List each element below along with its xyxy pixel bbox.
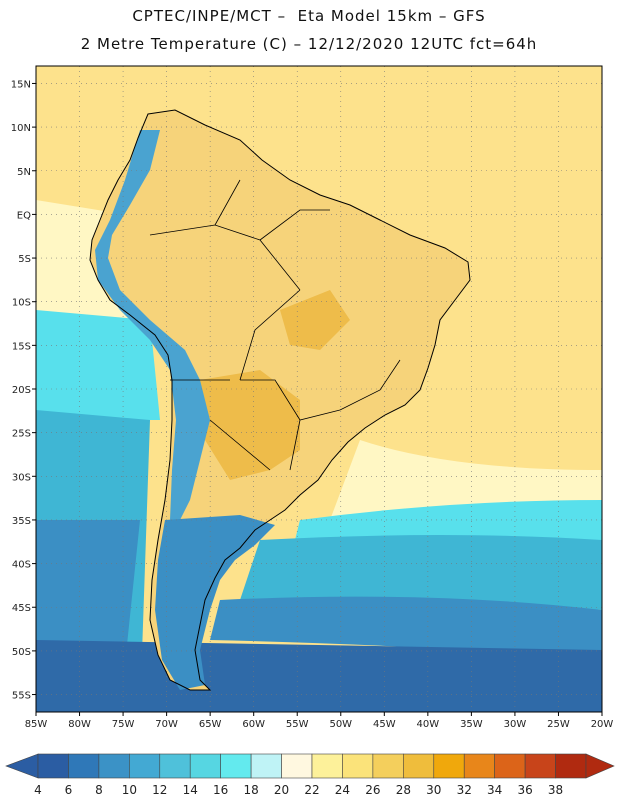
colorbar-label: 16 [213,783,228,797]
chart-title-line2: 2 Metre Temperature (C) – 12/12/2020 12U… [80,35,538,53]
country-borders [149,179,401,471]
lon-tick-label: 65W [199,719,222,730]
ocean-band-22c [36,200,602,520]
colorbar-label: 32 [457,783,472,797]
andes-cold-strip [95,130,210,520]
colorbar-swatch [37,753,69,779]
colorbar-label: 6 [65,783,73,797]
latitude-axis: 15N 10N 5N EQ 5S 10S 15S 20S 25S 30S 35S 40S 45S 50S 5… [11,79,36,702]
colorbar-swatch [68,753,100,779]
colorbar-swatch [189,753,221,779]
colorbar-swatch [342,753,374,779]
colorbar-label: 38 [548,783,563,797]
ocean-band-10c [36,520,602,712]
colorbar-label: 12 [152,783,167,797]
lat-tick-label: 35S [12,516,31,527]
lat-tick-label: 10S [12,298,31,309]
lon-tick-label: 85W [25,719,48,730]
lat-tick-label: 15S [12,341,31,352]
temperature-colorbar: 4 6 8 10 12 14 16 18 20 22 24 26 28 30 32 34 36 38 [5,753,615,797]
colorbar-swatch [250,753,282,779]
ocean-band-6c [36,640,602,712]
lon-tick-label: 70W [155,719,178,730]
colorbar-label: 14 [183,783,198,797]
ocean-band-14c [36,410,602,712]
lat-tick-label: 30S [12,472,31,483]
lat-tick-label: 50S [12,647,31,658]
lat-tick-label: 45S [12,603,31,614]
lon-tick-label: 50W [329,719,352,730]
lat-tick-label: 25S [12,429,31,440]
colorbar-swatch [98,753,130,779]
colorbar-label: 36 [517,783,532,797]
lat-tick-label: 5S [18,254,31,265]
colorbar-label: 20 [274,783,289,797]
patagonia-cool-zone [155,515,275,690]
colorbar-swatch [555,753,587,779]
colorbar-swatch [433,753,465,779]
lat-tick-label: 15N [11,79,31,90]
chart-title-line1: CPTEC/INPE/MCT – Eta Model 15km – GFS [132,7,486,25]
coastline [89,109,471,691]
lat-tick-label: 20S [12,385,31,396]
colorbar-label: 30 [426,783,441,797]
lat-tick-label: 10N [11,123,31,134]
temperature-field [36,66,602,712]
longitude-axis: 85W 80W 75W 70W 65W 60W 55W 50W 45W 40W 35W 30W 25W 2… [25,712,614,730]
lon-tick-label: 75W [112,719,135,730]
colorbar-label: 18 [243,783,258,797]
lon-tick-label: 80W [68,719,91,730]
colorbar-swatch [220,753,252,779]
colorbar-swatch [372,753,404,779]
lat-tick-label: EQ [17,210,31,221]
colorbar-swatch [159,753,191,779]
lon-tick-label: 55W [286,719,309,730]
colorbar-label: 22 [304,783,319,797]
ocean-band-18c [36,310,602,560]
colorbar-swatch [403,753,435,779]
colorbar-label: 28 [396,783,411,797]
colorbar-label: 26 [365,783,380,797]
lon-tick-label: 35W [460,719,483,730]
lat-tick-label: 40S [12,560,31,571]
lon-tick-label: 40W [417,719,440,730]
colorbar-label: 24 [335,783,350,797]
lat-tick-label: 55S [12,691,31,702]
colorbar-label: 4 [34,783,42,797]
lon-tick-label: 30W [504,719,527,730]
colorbar-label: 10 [122,783,137,797]
colorbar-low-arrow [5,753,39,779]
colorbar-swatch [463,753,495,779]
colorbar-label: 8 [95,783,103,797]
lon-tick-label: 20W [591,719,614,730]
lon-tick-label: 45W [373,719,396,730]
lon-tick-label: 25W [547,719,570,730]
colorbar-high-arrow [585,753,615,779]
colorbar-swatch [311,753,343,779]
lat-tick-label: 5N [17,167,31,178]
colorbar-swatch [494,753,526,779]
colorbar-swatch [281,753,313,779]
lon-tick-label: 60W [242,719,265,730]
colorbar-label: 34 [487,783,502,797]
interior-hot-zone [200,290,350,480]
colorbar-swatch [524,753,556,779]
colorbar-swatch [129,753,161,779]
